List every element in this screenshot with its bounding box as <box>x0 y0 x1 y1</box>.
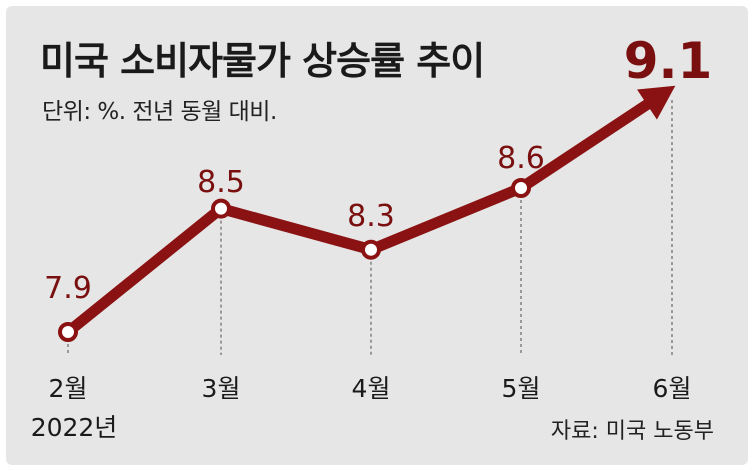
data-label-3월: 8.5 <box>197 165 245 200</box>
x-tick-6월: 6월 <box>653 374 692 403</box>
x-tick-4월: 4월 <box>352 374 391 403</box>
data-point-4월 <box>361 239 381 260</box>
x-tick-2월: 2월 <box>49 374 88 403</box>
x-tick-year: 2022년 <box>31 413 118 442</box>
data-point-2월 <box>58 322 78 342</box>
arrow-head <box>637 85 676 120</box>
data-label-4월: 8.3 <box>347 199 395 234</box>
x-tick-5월: 5월 <box>502 374 541 403</box>
x-tick-3월: 3월 <box>202 374 241 403</box>
data-point-3월 <box>211 198 231 219</box>
data-label-6월: 9.1 <box>624 32 713 90</box>
source-note: 자료: 미국 노동부 <box>550 419 714 444</box>
chart-panel <box>6 6 748 465</box>
data-point-5월 <box>511 178 531 198</box>
data-label-2월: 7.9 <box>44 271 92 306</box>
chart-title: 미국 소비자물가 상승률 추이 <box>40 39 485 83</box>
chart-subtitle: 단위: %. 전년 동월 대비. <box>42 99 277 125</box>
data-label-5월: 8.6 <box>497 141 545 176</box>
